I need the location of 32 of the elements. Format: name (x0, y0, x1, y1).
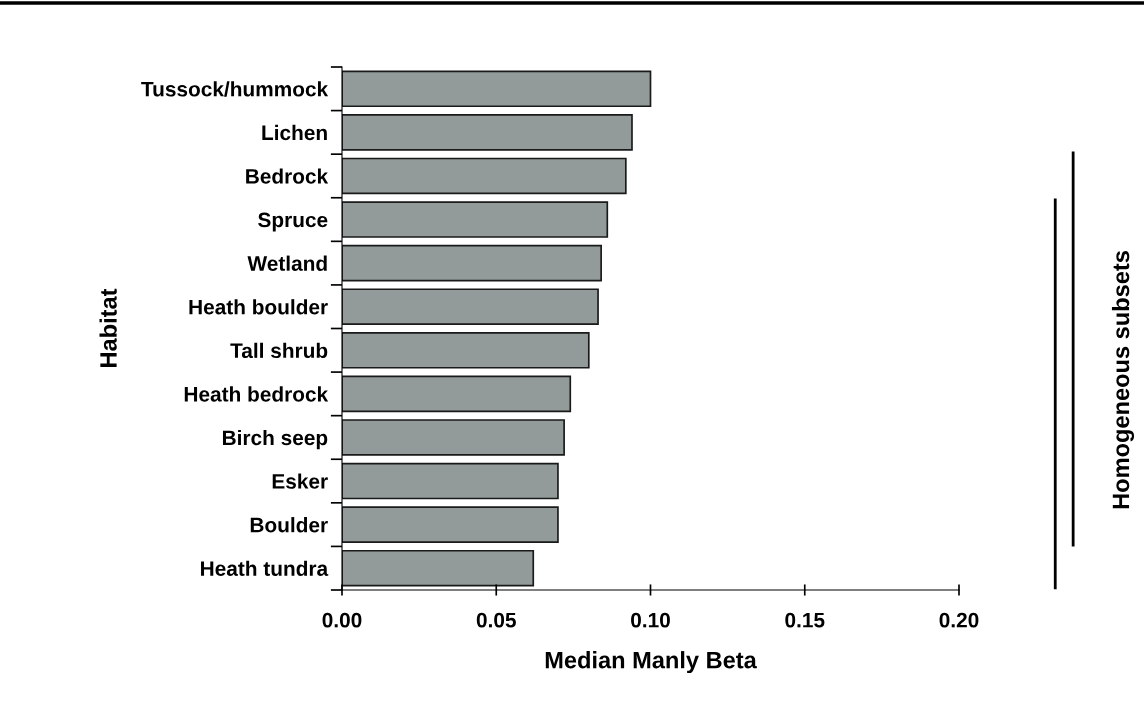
bar (342, 157, 627, 195)
y-tick-label: Heath tundra (201, 560, 329, 576)
x-tick-label: 0.20 (939, 612, 979, 628)
bar (342, 332, 590, 369)
x-tick-label: 0.10 (631, 612, 670, 628)
bar (342, 70, 652, 108)
bar (342, 114, 633, 151)
y-tick-label: Wetland (247, 255, 327, 271)
x-tick-label: 0.00 (322, 612, 362, 628)
x-tick-label: 0.05 (476, 612, 516, 628)
y-tick-label: Heath bedrock (184, 386, 329, 402)
y-axis-title: Habitat (99, 288, 117, 367)
text: Homogeneous subsets (1111, 251, 1135, 509)
y-tick-label: Esker (272, 473, 328, 489)
x-tick-label: 0.15 (785, 612, 825, 628)
bar (342, 201, 609, 238)
y-tick-label: Birch seep (222, 429, 328, 450)
y-tick-label: Tall shrub (230, 342, 328, 359)
y-tick-label: Heath boulder (189, 299, 328, 315)
bar (342, 462, 559, 500)
y-tick-label: Lichen (262, 124, 327, 141)
bar (342, 419, 565, 456)
y-tick-label: Tussock/hummock (141, 81, 329, 97)
bar (342, 549, 535, 587)
y-tick-label: Boulder (250, 517, 328, 533)
bar (342, 506, 559, 543)
bar (342, 244, 602, 282)
x-axis-title: Median Manly Beta (545, 651, 757, 674)
y-tick-label: Bedrock (246, 168, 329, 184)
y-tick-label: Spruce (258, 212, 328, 232)
bar (342, 288, 599, 325)
bar (342, 375, 572, 413)
